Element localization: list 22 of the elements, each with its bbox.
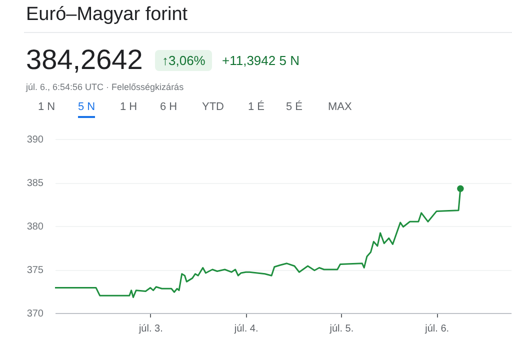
text: 1 H bbox=[120, 101, 138, 113]
y-tick-label: 380 bbox=[26, 222, 44, 232]
x-tick-label: júl. 3. bbox=[138, 324, 163, 334]
y-tick-label: 390 bbox=[26, 134, 44, 146]
text: +11,3942 5 N bbox=[222, 53, 300, 68]
y-tick-label: 370 bbox=[26, 308, 44, 320]
text: ↑3,06% bbox=[155, 50, 212, 71]
text: MAX bbox=[328, 101, 352, 113]
text: YTD bbox=[202, 101, 224, 113]
x-tick-label: júl. 4. bbox=[233, 324, 258, 334]
text: júl. 6., 6:54:56 UTC · Felelősségkizárás bbox=[26, 82, 184, 92]
text: 384,2642 bbox=[26, 44, 143, 76]
y-tick-label: 385 bbox=[26, 178, 44, 189]
text: 5 N bbox=[78, 101, 96, 118]
text: 1 É bbox=[248, 101, 265, 113]
x-tick-label: júl. 5. bbox=[328, 324, 354, 334]
chart-title: Euró–Magyar forint bbox=[26, 4, 188, 26]
y-tick-label: 375 bbox=[26, 265, 44, 276]
text: 6 H bbox=[160, 101, 178, 113]
text: 5 É bbox=[286, 101, 303, 113]
text: 1 N bbox=[38, 101, 56, 113]
x-tick-label: júl. 6. bbox=[424, 324, 450, 334]
